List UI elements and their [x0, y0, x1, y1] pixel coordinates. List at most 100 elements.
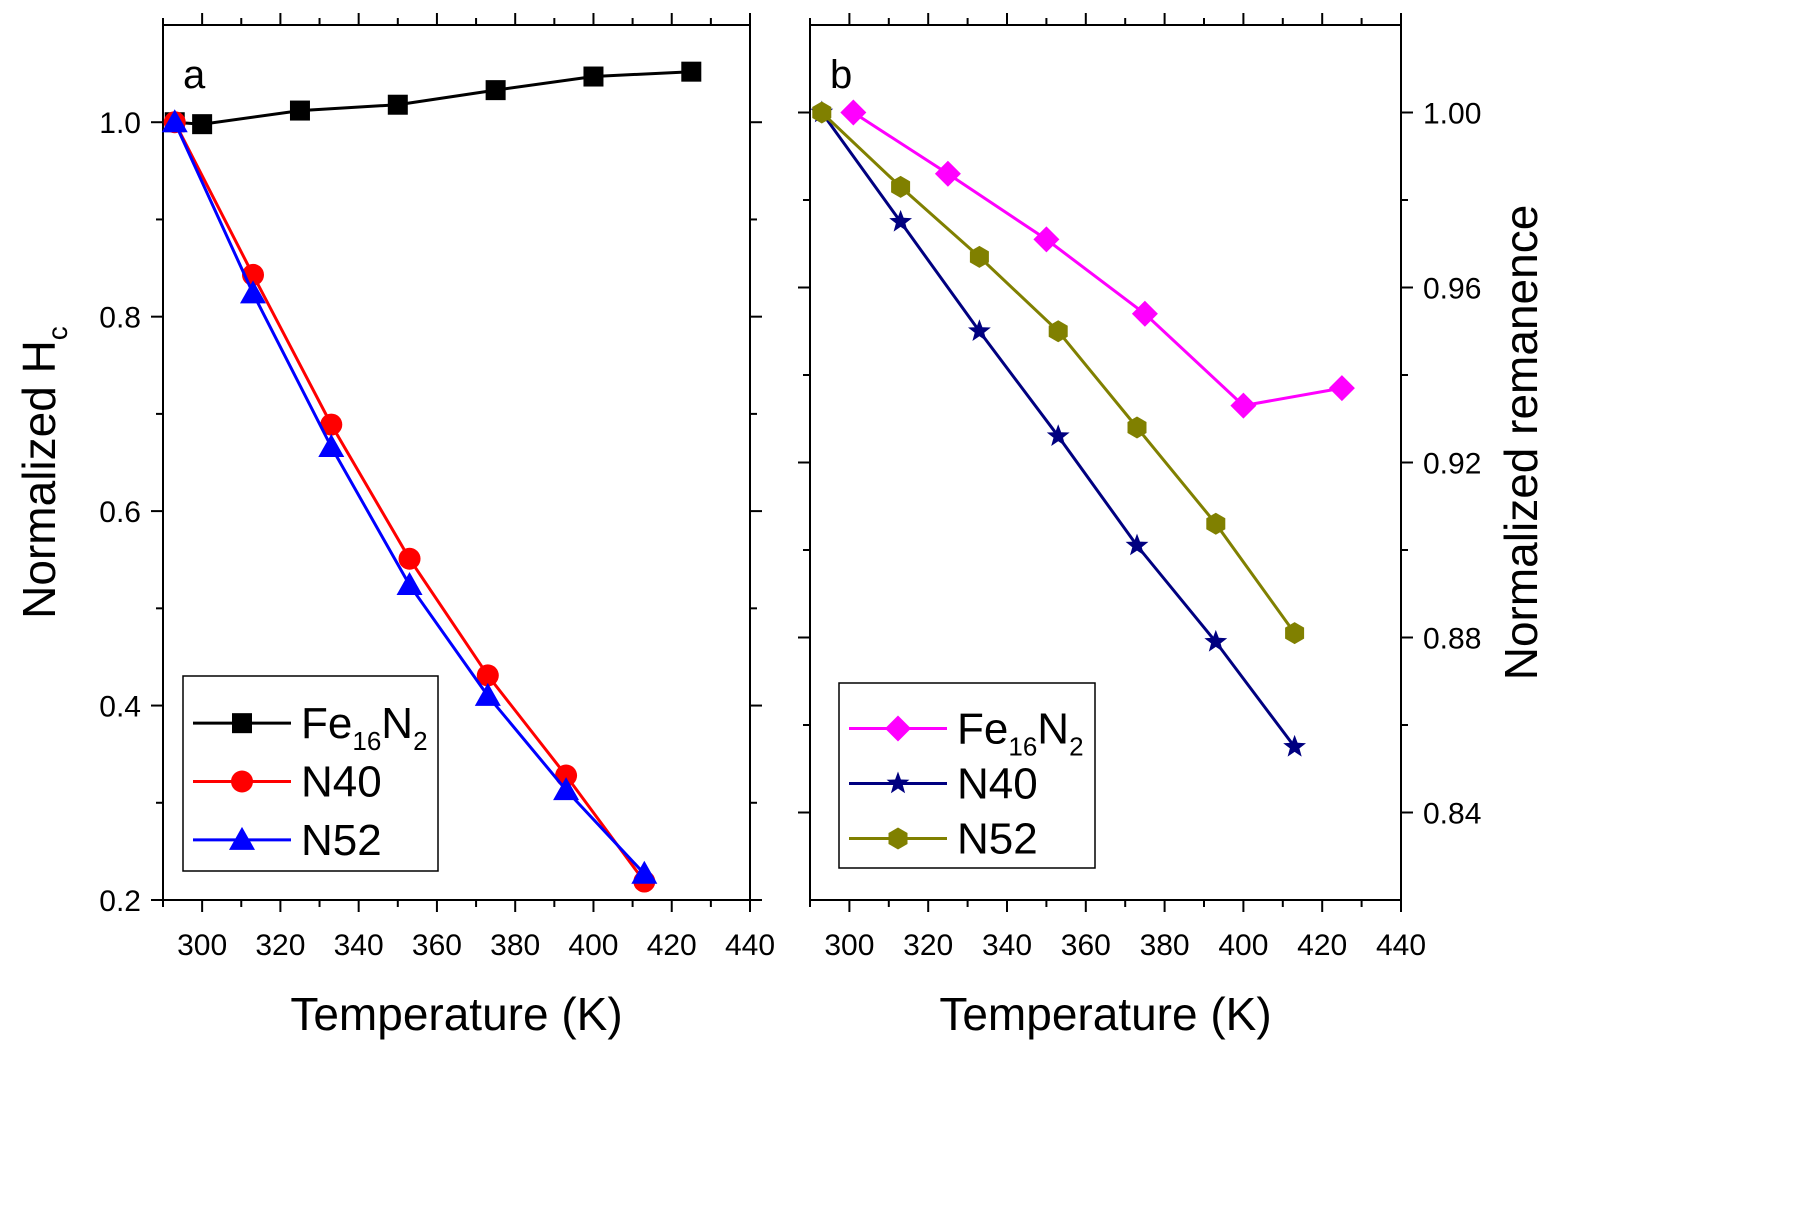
legend-label-N40: N40 — [957, 760, 1038, 809]
data-point-N52 — [1048, 320, 1068, 343]
data-point-N52 — [240, 280, 267, 304]
legend-label-subscript: 2 — [1069, 732, 1083, 762]
series-N52 — [812, 101, 1305, 645]
legend-marker-N40 — [231, 770, 253, 793]
data-point-N52 — [553, 777, 580, 801]
y-tick-label: 0.96 — [1423, 273, 1481, 306]
data-point-Fe16N2 — [387, 94, 408, 115]
x-tick-label: 440 — [725, 929, 775, 962]
y-tick-label: 0.4 — [99, 691, 141, 724]
legend-marker-N52 — [229, 826, 255, 850]
data-point-N52 — [891, 175, 911, 198]
data-point-Fe16N2 — [485, 80, 506, 101]
series-line-Fe16N2 — [852, 111, 1343, 408]
data-point-N40 — [555, 764, 578, 787]
legend-label-subscript: 2 — [413, 726, 427, 756]
y-tick-label: 0.88 — [1423, 623, 1481, 656]
x-tick-label: 380 — [1140, 929, 1190, 962]
data-point-N52 — [1285, 622, 1305, 645]
data-point-N40 — [1204, 629, 1228, 652]
legend-label-part: N — [381, 699, 413, 748]
data-point-N52 — [474, 682, 501, 706]
x-tick-label: 440 — [1376, 929, 1426, 962]
x-tick-label: 400 — [568, 929, 618, 962]
data-point-N52 — [969, 245, 989, 268]
data-point-N52 — [161, 109, 188, 133]
data-point-Fe16N2 — [583, 66, 604, 87]
series-N52 — [161, 109, 658, 884]
data-point-N40 — [1046, 424, 1070, 446]
data-point-N52 — [1206, 512, 1226, 535]
y-tick-label: 0.8 — [99, 302, 141, 335]
x-tick-label: 320 — [903, 929, 953, 962]
data-point-N52 — [812, 101, 832, 124]
legend-marker-N40 — [886, 771, 910, 794]
y-tick-label: 1.00 — [1423, 98, 1481, 131]
data-point-N40 — [476, 664, 499, 687]
y-tick-label: 1.0 — [99, 107, 141, 140]
legend-label-subscript: 16 — [352, 726, 381, 756]
data-point-Fe16N2 — [934, 160, 961, 187]
x-tick-label: 360 — [412, 929, 462, 962]
y-axis-title-subscript: c — [42, 326, 73, 340]
data-point-N40 — [1283, 734, 1306, 757]
legend-label-subscript: 16 — [1008, 732, 1037, 762]
y-axis-title: Normalized remanence — [1495, 205, 1547, 681]
panel-letter: a — [183, 53, 206, 97]
legend-label-N52: N52 — [957, 815, 1038, 864]
y-axis-title-main: Normalized H — [13, 340, 65, 619]
y-tick-label: 0.6 — [99, 496, 141, 529]
x-tick-label: 360 — [1061, 929, 1111, 962]
data-point-N52 — [1127, 416, 1147, 439]
x-axis-title: Temperature (K) — [290, 988, 622, 1040]
data-point-Fe16N2 — [840, 99, 867, 126]
data-point-Fe16N2 — [289, 100, 310, 121]
y-tick-label: 0.2 — [99, 885, 141, 918]
plot-frame — [162, 24, 751, 901]
x-tick-label: 420 — [647, 929, 697, 962]
data-point-N52 — [396, 572, 423, 595]
data-point-N40 — [1125, 533, 1149, 556]
x-tick-label: 300 — [824, 929, 874, 962]
data-point-Fe16N2 — [681, 61, 702, 82]
data-point-N52 — [631, 860, 658, 884]
x-tick-label: 300 — [177, 929, 227, 962]
data-point-N40 — [968, 319, 991, 341]
data-point-Fe16N2 — [192, 114, 213, 135]
data-point-N40 — [398, 547, 421, 570]
x-tick-label: 420 — [1297, 929, 1347, 962]
x-tick-label: 400 — [1218, 929, 1268, 962]
x-tick-label: 340 — [334, 929, 384, 962]
legend-marker-Fe16N2 — [232, 713, 252, 734]
panel-b: 300 320 340 360 380 400 420 440 0.84 0.88 0.92 0.96… — [798, 13, 1547, 1040]
series-Fe16N2 — [840, 99, 1355, 419]
x-tick-label: 320 — [255, 929, 305, 962]
y-tick-label: 0.92 — [1423, 448, 1481, 481]
panel-a: 300 320 340 360 380 400 420 440 0.2 0.4 0.6 0.8 1.0 T… — [13, 13, 775, 1040]
legend-label-part: Fe — [957, 705, 1008, 754]
legend-marker-Fe16N2 — [885, 715, 911, 742]
data-point-N52 — [318, 433, 345, 457]
panel-letter: b — [830, 53, 852, 97]
data-point-N40 — [320, 413, 343, 436]
legend-label-Fe16N2: Fe16N2 — [957, 705, 1084, 762]
data-point-Fe16N2 — [1131, 300, 1158, 327]
x-tick-label: 340 — [982, 929, 1032, 962]
legend-label-N40: N40 — [301, 758, 382, 807]
data-point-Fe16N2 — [1328, 375, 1355, 402]
legend-label-part: Fe — [301, 699, 352, 748]
data-point-Fe16N2 — [1033, 226, 1060, 253]
y-axis-title: Normalized Hc — [13, 326, 73, 619]
x-axis-title: Temperature (K) — [939, 988, 1271, 1040]
x-tick-label: 380 — [490, 929, 540, 962]
data-point-Fe16N2 — [1230, 392, 1257, 419]
legend-label-Fe16N2: Fe16N2 — [301, 699, 428, 756]
legend-label-part: N — [1037, 705, 1069, 754]
data-point-N40 — [889, 209, 912, 232]
legend-marker-N52 — [888, 827, 908, 850]
legend-label-N52: N52 — [301, 816, 382, 865]
